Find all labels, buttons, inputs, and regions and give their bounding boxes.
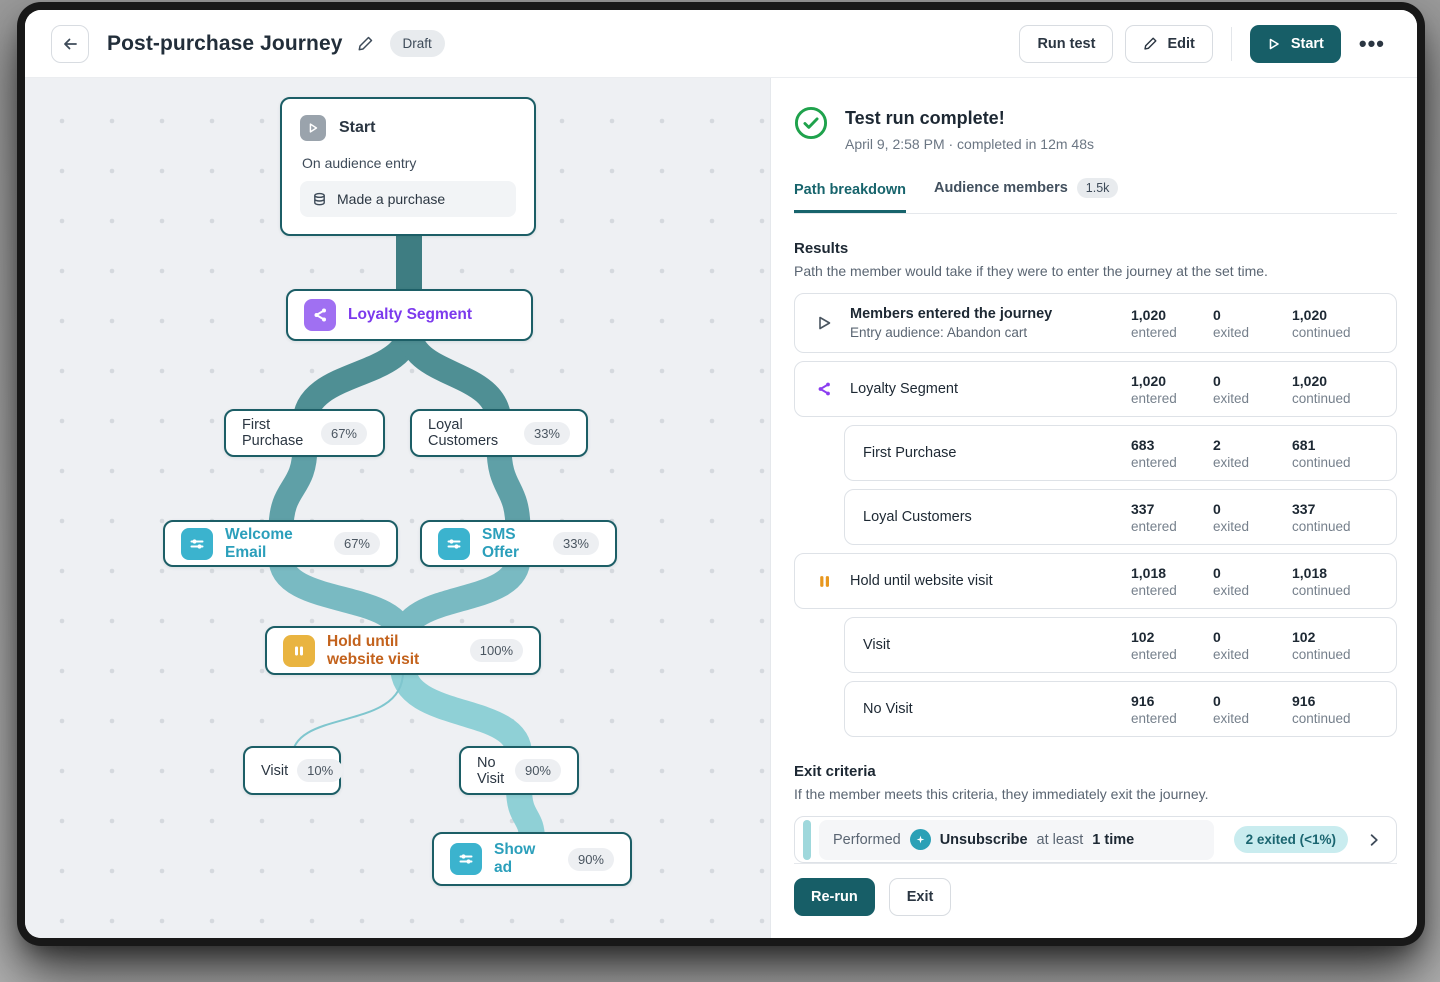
test-run-header: Test run complete! April 9, 2:58 PM · co… (794, 106, 1397, 152)
split-icon (304, 299, 336, 331)
node-title: Loyalty Segment (348, 306, 473, 323)
node-first-purchase[interactable]: First Purchase 67% (224, 409, 385, 457)
exit-criteria-row[interactable]: Performed Unsubscribe at least 1 time 2 … (794, 816, 1397, 864)
pencil-icon (1144, 37, 1157, 50)
percent-badge: 10% (297, 759, 344, 782)
pause-icon (283, 634, 315, 667)
run-test-button[interactable]: Run test (1019, 24, 1114, 63)
app-window: Post-purchase Journey Draft Run test Edi… (25, 10, 1417, 938)
tab-audience-members[interactable]: Audience members 1.5k (934, 178, 1119, 213)
play-icon (300, 115, 326, 141)
check-circle-icon (794, 106, 828, 140)
split-icon (813, 380, 835, 398)
node-start[interactable]: Start On audience entry Made a purchase (280, 97, 536, 236)
node-welcome-email[interactable]: Welcome Email 67% (163, 520, 398, 567)
exit-criteria-heading: Exit criteria (794, 763, 876, 780)
percent-badge: 67% (320, 421, 367, 445)
node-hold-until-visit[interactable]: Hold until website visit 100% (265, 626, 541, 675)
pause-icon (813, 574, 835, 589)
results-heading: Results (794, 240, 849, 257)
criteria-accent-bar (803, 819, 811, 860)
result-row-no-visit[interactable]: No Visit 916 entered 0 exited 916 continued (844, 681, 1397, 737)
divider (1230, 26, 1232, 61)
results-description: Path the member would take if they were … (794, 263, 1268, 279)
panel-title: Test run complete! (845, 108, 1005, 128)
sliders-icon (450, 843, 482, 875)
sliders-icon (181, 527, 213, 560)
chevron-right-icon[interactable] (1366, 832, 1382, 848)
exited-badge: 2 exited (<1%) (1233, 826, 1348, 854)
play-icon (813, 314, 835, 332)
arrow-left-icon (64, 38, 77, 49)
result-row-first-purchase[interactable]: First Purchase 683 entered 2 exited 681 con… (844, 425, 1397, 481)
rerun-button[interactable]: Re-run (794, 878, 875, 917)
back-button[interactable] (51, 24, 89, 63)
test-run-panel: Test run complete! April 9, 2:58 PM · co… (770, 78, 1417, 938)
percent-badge: 33% (552, 532, 599, 555)
panel-footer: Re-run Exit (794, 863, 1397, 938)
percent-badge: 100% (469, 639, 523, 662)
exit-criteria-description: If the member meets this criteria, they … (794, 786, 1209, 802)
panel-subtitle: April 9, 2:58 PM · completed in 12m 48s (845, 136, 1095, 152)
tab-path-breakdown[interactable]: Path breakdown (794, 182, 906, 213)
play-icon (1269, 38, 1279, 49)
node-title: Start (339, 119, 376, 136)
edit-button[interactable]: Edit (1125, 24, 1213, 63)
result-row-loyalty-segment[interactable]: Loyalty Segment 1,020 entered 0 exited 1,0… (794, 361, 1397, 417)
node-loyal-customers[interactable]: Loyal Customers 33% (410, 409, 588, 457)
percent-badge: 67% (333, 532, 380, 555)
results-list: Members entered the journey Entry audien… (794, 293, 1397, 737)
node-show-ad[interactable]: Show ad 90% (432, 832, 632, 886)
top-bar: Post-purchase Journey Draft Run test Edi… (25, 10, 1417, 78)
percent-badge: 90% (514, 759, 561, 782)
node-sms-offer[interactable]: SMS Offer 33% (420, 520, 617, 567)
node-no-visit[interactable]: No Visit 90% (459, 746, 579, 795)
count-badge: 1.5k (1076, 178, 1119, 198)
panel-tabs: Path breakdown Audience members 1.5k (794, 178, 1397, 214)
result-row-loyal-customers[interactable]: Loyal Customers 337 entered 0 exited 337 co… (844, 489, 1397, 545)
node-subtitle: On audience entry (302, 155, 417, 171)
more-menu-button[interactable]: ••• (1358, 30, 1385, 56)
sliders-icon (438, 527, 470, 560)
percent-badge: 90% (567, 847, 614, 871)
exit-button[interactable]: Exit (888, 878, 952, 917)
node-visit[interactable]: Visit 10% (243, 746, 344, 795)
page-title: Post-purchase Journey (107, 31, 343, 55)
start-button[interactable]: Start (1249, 24, 1341, 63)
journey-canvas[interactable]: Start On audience entry Made a purchase … (25, 78, 770, 938)
percent-badge: 33% (523, 421, 570, 445)
result-row-visit[interactable]: Visit 102 entered 0 exited 102 continued (844, 617, 1397, 673)
rename-icon[interactable] (357, 35, 374, 52)
database-icon (314, 192, 325, 205)
header-actions: Run test Edit Start ••• (1019, 24, 1391, 63)
event-icon (909, 829, 931, 851)
entry-condition[interactable]: Made a purchase (300, 181, 516, 217)
result-row-entry[interactable]: Members entered the journey Entry audien… (794, 293, 1397, 353)
status-badge: Draft (389, 30, 445, 57)
node-loyalty-segment[interactable]: Loyalty Segment (286, 289, 533, 341)
